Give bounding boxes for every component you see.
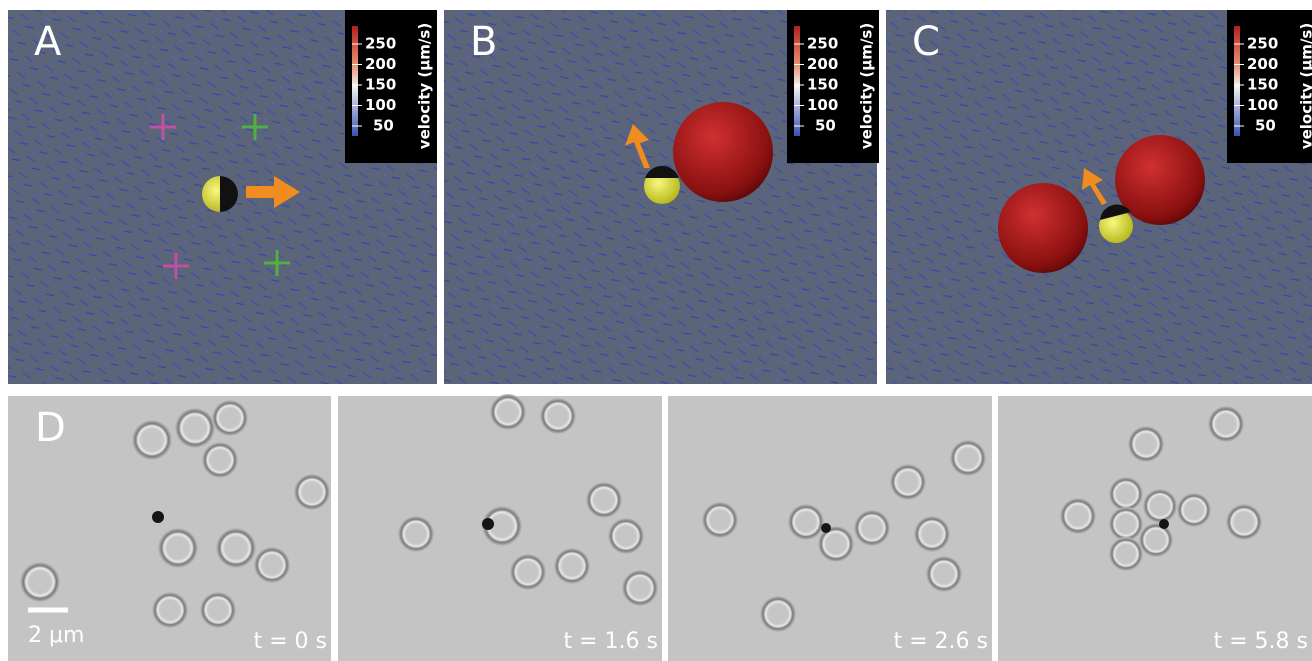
colorbar-tick-label: 50 [373, 117, 394, 135]
sphere [998, 183, 1088, 273]
panel-label: B [470, 19, 497, 65]
colorbar-tick-label: 150 [807, 76, 838, 94]
time-label: t = 5.8 s [1214, 629, 1309, 654]
time-label: t = 1.6 s [564, 629, 659, 654]
colorbar-label: velocity (μm/s) [416, 23, 434, 149]
sphere [673, 102, 773, 202]
colorbar-tick-label: 250 [1247, 35, 1278, 53]
time-label: t = 0 s [254, 629, 328, 654]
time-label: t = 2.6 s [894, 629, 989, 654]
colorbar [794, 26, 800, 136]
colorbar-label: velocity (μm/s) [1298, 23, 1312, 149]
colorbar-tick-label: 100 [807, 96, 838, 114]
colorbar-tick-label: 150 [1247, 76, 1278, 94]
scale-bar-label: 2 μm [28, 623, 84, 648]
colorbar-tick-label: 100 [365, 96, 396, 114]
colorbar-tick-label: 200 [365, 55, 396, 73]
colorbar [1234, 26, 1240, 136]
panel-label: D [35, 405, 66, 451]
colorbar-tick-label: 250 [365, 35, 396, 53]
colorbar-tick-label: 50 [1255, 117, 1276, 135]
panel-label: A [34, 19, 62, 65]
colorbar-tick-label: 50 [815, 117, 836, 135]
colorbar-label: velocity (μm/s) [858, 23, 876, 149]
colorbar-tick-label: 250 [807, 35, 838, 53]
figure: 2 μm D A 250 200 150 100 50 velocity (μm/s) B 25… [0, 0, 1312, 661]
colorbar [352, 26, 358, 136]
colorbar-tick-label: 150 [365, 76, 396, 94]
colorbar-tick-label: 100 [1247, 96, 1278, 114]
colorbar-tick-label: 200 [807, 55, 838, 73]
colorbar-tick-label: 200 [1247, 55, 1278, 73]
panel-label: C [912, 19, 940, 65]
